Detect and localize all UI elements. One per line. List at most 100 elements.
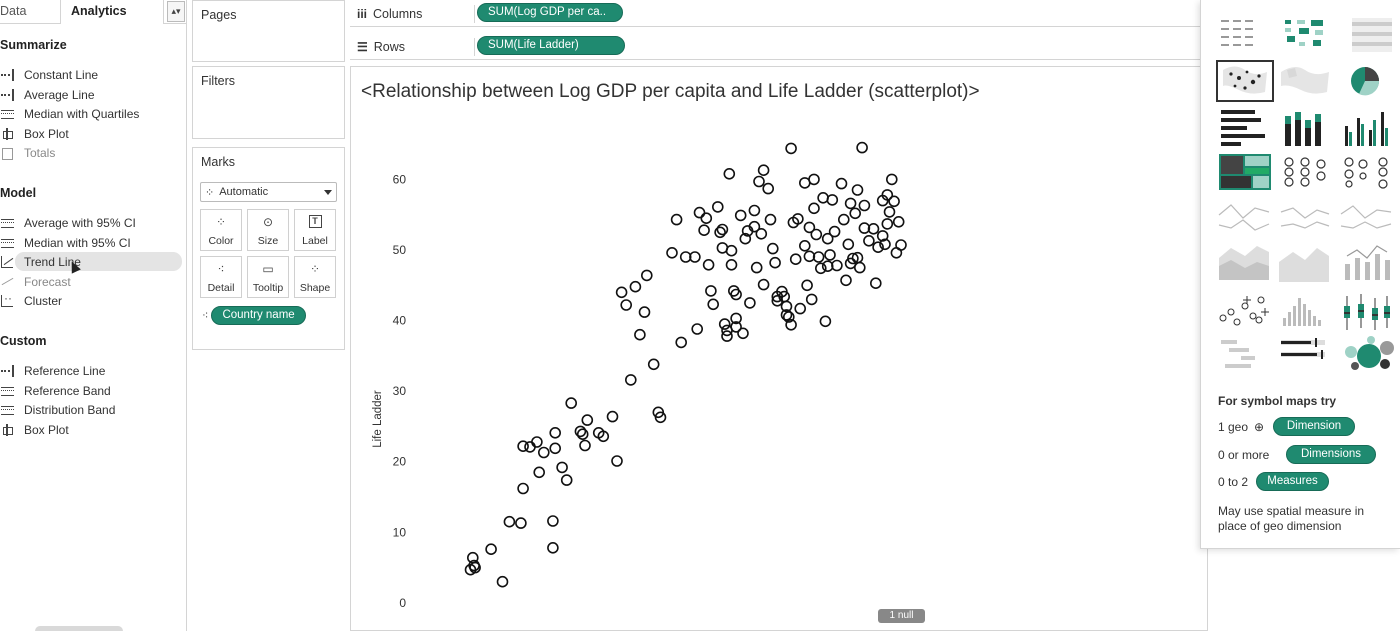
bullet-graph-thumb[interactable] <box>1281 338 1325 359</box>
scatter-point[interactable] <box>531 436 543 448</box>
scatter-point[interactable] <box>785 142 797 155</box>
scatter-point[interactable] <box>485 543 497 556</box>
scatter-point[interactable] <box>757 278 770 291</box>
scatter-point[interactable] <box>702 259 715 271</box>
analytics-item-totals[interactable]: Totals <box>0 144 55 162</box>
packed-bubbles-thumb[interactable] <box>1345 336 1394 370</box>
highlight-table-thumb[interactable] <box>1352 18 1392 52</box>
scatter-point[interactable] <box>547 541 559 554</box>
side-by-side-bars-thumb[interactable] <box>1345 112 1388 146</box>
scatter-point[interactable] <box>549 426 561 439</box>
scatter-point[interactable] <box>801 279 813 292</box>
scatter-point[interactable] <box>764 213 777 226</box>
scatter-point[interactable] <box>881 189 894 201</box>
gantt-chart-thumb[interactable] <box>1221 340 1255 368</box>
tab-data[interactable]: Data <box>0 4 27 18</box>
scatter-point[interactable] <box>785 318 797 331</box>
scatter-point[interactable] <box>748 220 761 233</box>
analytics-item-box-plot[interactable]: Box Plot <box>0 421 69 439</box>
null-indicator-badge[interactable]: 1 null <box>878 609 925 623</box>
scatter-point[interactable] <box>847 252 859 265</box>
scatter-point[interactable] <box>634 328 646 341</box>
scatter-point[interactable] <box>737 327 749 340</box>
scatter-point[interactable] <box>693 206 706 219</box>
scatter-point[interactable] <box>721 330 733 342</box>
scatter-point[interactable] <box>515 517 527 529</box>
area-discrete-thumb[interactable] <box>1279 248 1329 282</box>
scatter-point[interactable] <box>711 201 724 213</box>
scatter-point[interactable] <box>750 261 763 274</box>
scatter-point[interactable] <box>538 446 550 459</box>
size-button[interactable]: ⊙ Size <box>247 209 289 251</box>
analytics-item-box-plot[interactable]: Box Plot <box>0 125 69 143</box>
scatter-point[interactable] <box>828 225 841 238</box>
scatter-point[interactable] <box>844 197 857 210</box>
scatter-point[interactable] <box>792 213 804 225</box>
scatter-point[interactable] <box>895 239 907 251</box>
scatter-point[interactable] <box>883 206 896 218</box>
scatter-point[interactable] <box>888 195 900 208</box>
tab-analytics[interactable]: Analytics <box>71 4 127 18</box>
scatter-point[interactable] <box>624 374 637 386</box>
scatter-point[interactable] <box>705 285 717 297</box>
scatter-point[interactable] <box>782 311 795 323</box>
scatter-point[interactable] <box>803 221 816 234</box>
scatter-point[interactable] <box>730 312 742 325</box>
scatter-point[interactable] <box>524 441 536 453</box>
scatter-point[interactable] <box>812 251 825 263</box>
dual-lines-thumb[interactable] <box>1340 205 1392 229</box>
scatter-point[interactable] <box>856 141 868 154</box>
scatter-point[interactable] <box>629 280 642 293</box>
scatter-point[interactable] <box>606 410 619 423</box>
scatter-point[interactable] <box>670 213 683 226</box>
analytics-item-distribution-band[interactable]: Distribution Band <box>0 401 115 419</box>
scatter-point[interactable] <box>725 259 738 271</box>
scatter-point[interactable] <box>666 247 678 259</box>
scatter-point[interactable] <box>794 302 807 315</box>
country-name-pill[interactable]: Country name <box>211 306 306 325</box>
scatter-point[interactable] <box>885 173 898 186</box>
rows-pill[interactable]: SUM(Life Ladder) <box>477 36 625 55</box>
scatter-point[interactable] <box>679 251 692 263</box>
scatter-point[interactable] <box>638 306 651 318</box>
symbol-map-thumb[interactable] <box>1216 60 1274 102</box>
scatter-point[interactable] <box>698 224 710 236</box>
scatter-point[interactable] <box>876 230 889 242</box>
scatter-point[interactable] <box>597 430 610 443</box>
scatter-point[interactable] <box>615 286 628 299</box>
tooltip-button[interactable]: ▭ Tooltip <box>247 256 289 298</box>
pane-stepper-icon[interactable]: ▴▾ <box>167 1 185 22</box>
analytics-item-forecast[interactable]: Forecast <box>0 273 71 291</box>
scatter-point[interactable] <box>468 559 480 572</box>
scatter-point[interactable] <box>581 414 594 426</box>
scatter-point[interactable] <box>757 164 770 176</box>
scatter-point[interactable] <box>789 253 802 265</box>
scatter-point[interactable] <box>574 425 587 438</box>
scatter-point[interactable] <box>725 244 738 257</box>
scatter-plot-thumb[interactable] <box>1219 296 1269 326</box>
analytics-item-constant-line[interactable]: Constant Line <box>0 66 98 84</box>
scatter-point[interactable] <box>826 194 839 206</box>
scatter-point[interactable] <box>560 474 573 486</box>
analytics-item-average-line[interactable]: Average Line <box>0 86 95 104</box>
scatter-point[interactable] <box>744 297 756 309</box>
scatter-point[interactable] <box>654 411 667 424</box>
histogram-thumb[interactable] <box>1283 298 1321 326</box>
scatter-point[interactable] <box>517 482 529 495</box>
scatter-point[interactable] <box>675 336 688 349</box>
scatter-point[interactable] <box>707 298 720 311</box>
analytics-item-median-with-95-ci[interactable]: Median with 95% CI <box>0 234 131 252</box>
scatter-point[interactable] <box>769 256 781 269</box>
horizontal-bars-thumb[interactable] <box>1221 110 1265 146</box>
scatter-point[interactable] <box>780 300 793 313</box>
scatter-point[interactable] <box>814 262 827 275</box>
filters-card[interactable]: Filters <box>192 66 345 139</box>
scatter-plot[interactable]: Life Ladder 0 10 20 30 40 50 60 <box>351 67 1207 630</box>
scatter-point[interactable] <box>853 261 866 274</box>
scatter-point[interactable] <box>533 466 545 479</box>
scatter-point[interactable] <box>780 309 793 321</box>
shape-button[interactable]: ⁘ Shape <box>294 256 336 298</box>
side-by-side-circles-thumb[interactable] <box>1344 157 1388 189</box>
scatter-point[interactable] <box>808 173 820 186</box>
scatter-point[interactable] <box>817 192 829 204</box>
